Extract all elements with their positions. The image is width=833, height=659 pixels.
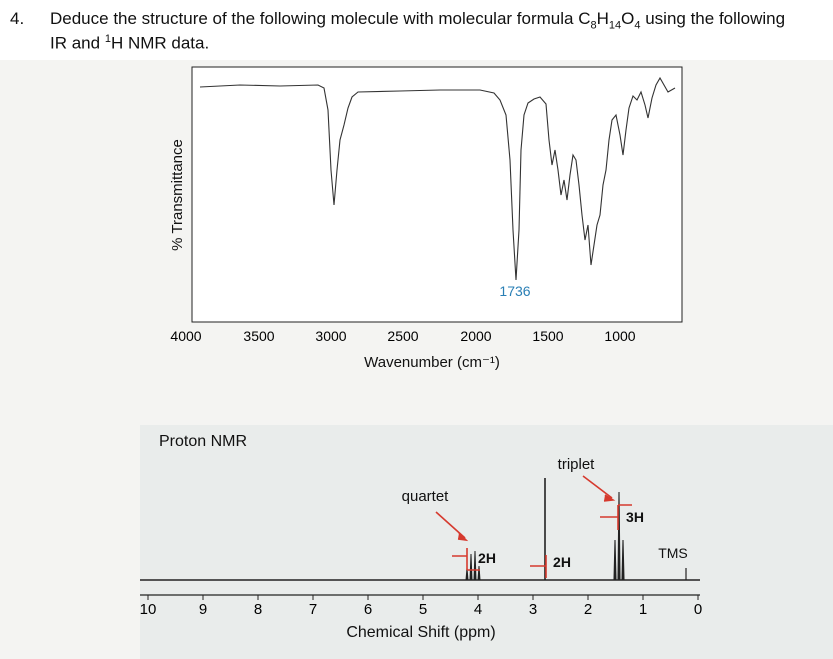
ir-plot-frame bbox=[191, 66, 683, 323]
nmr-peak-quartet bbox=[465, 550, 481, 581]
question-line-1: Deduce the structure of the following mo… bbox=[50, 9, 786, 32]
question-line-2: IR and 1H NMR data. bbox=[50, 33, 210, 53]
nmr-tick-3: 3 bbox=[529, 601, 537, 618]
ir-x-axis-label: Wavenumber (cm⁻¹) bbox=[364, 354, 500, 371]
nmr-tick-6: 6 bbox=[364, 601, 372, 618]
nmr-integration-singlet: 2H bbox=[553, 554, 571, 570]
ir-trace bbox=[199, 76, 676, 281]
nmr-integration-marks bbox=[435, 475, 632, 578]
ir-tick-4000: 4000 bbox=[170, 328, 201, 344]
nmr-tick-0: 0 bbox=[694, 601, 702, 618]
nmr-x-axis-label: Chemical Shift (ppm) bbox=[346, 624, 495, 641]
nmr-tick-10: 10 bbox=[140, 601, 157, 618]
nmr-tick-7: 7 bbox=[309, 601, 317, 618]
ir-tick-2500: 2500 bbox=[387, 328, 418, 344]
nmr-integration-triplet: 3H bbox=[626, 509, 644, 525]
ir-tick-3500: 3500 bbox=[243, 328, 274, 344]
ir-tick-1500: 1500 bbox=[532, 328, 563, 344]
nmr-tick-8: 8 bbox=[254, 601, 262, 618]
nmr-tms-label: TMS bbox=[658, 545, 688, 561]
nmr-spectrum: Proton NMR quartet triplet 2H 2H 3H TMS bbox=[140, 433, 703, 641]
nmr-integration-quartet: 2H bbox=[478, 550, 496, 566]
ir-spectrum: 1736 % Transmittance 4000 3500 3000 2500… bbox=[169, 66, 683, 371]
ir-x-ticks: 4000 3500 3000 2500 2000 1500 1000 bbox=[170, 328, 635, 344]
question-number: 4. bbox=[10, 9, 25, 28]
nmr-tick-5: 5 bbox=[419, 601, 427, 618]
nmr-tick-1: 1 bbox=[639, 601, 647, 618]
nmr-triplet-label: triplet bbox=[558, 456, 596, 473]
nmr-tick-marks bbox=[147, 595, 699, 600]
nmr-tick-9: 9 bbox=[199, 601, 207, 618]
nmr-panel-background bbox=[140, 425, 833, 659]
ir-y-axis-label: % Transmittance bbox=[169, 139, 186, 251]
ir-tick-2000: 2000 bbox=[460, 328, 491, 344]
nmr-tick-2: 2 bbox=[584, 601, 592, 618]
ir-peak-label: 1736 bbox=[499, 283, 530, 299]
nmr-x-ticks: 10 9 8 7 6 5 4 3 2 1 0 bbox=[140, 601, 703, 618]
ir-tick-3000: 3000 bbox=[315, 328, 346, 344]
nmr-peak-triplet bbox=[613, 491, 625, 581]
nmr-quartet-label: quartet bbox=[402, 488, 450, 505]
ir-tick-1000: 1000 bbox=[604, 328, 635, 344]
nmr-title: Proton NMR bbox=[159, 433, 247, 450]
nmr-tick-4: 4 bbox=[474, 601, 482, 618]
